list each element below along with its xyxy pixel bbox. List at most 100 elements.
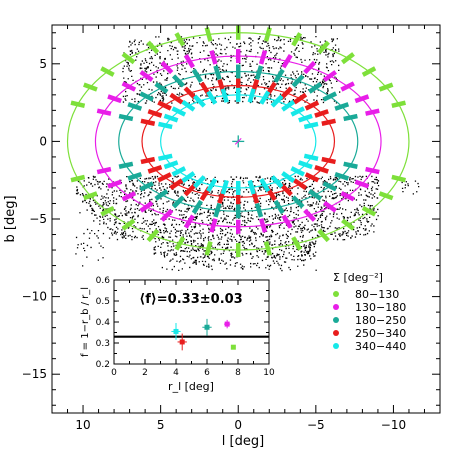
density-bar <box>378 191 394 201</box>
density-bar <box>139 70 154 82</box>
density-bar <box>213 202 222 218</box>
density-bar <box>258 218 268 233</box>
density-bar <box>70 100 86 109</box>
inset-x-tick-label: 2 <box>142 368 148 378</box>
inset-y-label: f = 1−r_b / r_l <box>80 287 91 357</box>
density-bar <box>273 199 285 215</box>
density-bar <box>334 102 350 111</box>
density-bar <box>139 91 154 102</box>
density-bar <box>209 218 218 233</box>
density-bar <box>290 106 305 117</box>
density-bar <box>169 178 184 191</box>
density-bar <box>160 60 174 75</box>
density-bar <box>163 160 179 170</box>
density-bar <box>281 99 296 112</box>
inset-y-tick-label: 0.4 <box>96 318 111 328</box>
x-tick-label: −5 <box>307 418 325 432</box>
density-bar <box>192 175 206 189</box>
density-bar <box>83 82 98 92</box>
density-bar <box>340 191 355 202</box>
density-bar <box>118 161 134 169</box>
density-bar <box>259 178 271 193</box>
inset-y-tick-label: 0.6 <box>96 276 111 286</box>
legend-swatch <box>333 330 339 336</box>
center-marker <box>232 135 245 148</box>
density-bar <box>183 86 197 100</box>
density-bar <box>160 208 174 222</box>
density-bar <box>291 195 305 209</box>
density-bar <box>361 205 377 217</box>
density-bar <box>204 27 213 42</box>
density-bar <box>258 49 268 65</box>
inset-x-tick-label: 6 <box>204 368 210 378</box>
density-bar <box>121 81 137 92</box>
density-bar <box>83 191 98 201</box>
density-bar <box>100 205 115 217</box>
inset-y-tick-label: 0.3 <box>96 339 110 349</box>
legend-label: 250−340 <box>355 327 406 340</box>
density-bar <box>321 118 336 126</box>
density-bar <box>206 178 218 193</box>
inset-point <box>179 339 185 345</box>
density-bar <box>171 106 187 117</box>
legend-label: 130−180 <box>355 301 406 314</box>
inset-point <box>224 321 230 327</box>
density-bar <box>291 32 303 47</box>
density-bar <box>169 92 184 105</box>
density-bar <box>365 108 380 116</box>
density-bar <box>314 109 329 118</box>
density-bar <box>247 179 256 195</box>
density-bar <box>139 181 154 192</box>
density-bar <box>140 156 156 165</box>
legend: Σ [deg⁻²] 80−130130−180180−250250−340340… <box>333 271 406 353</box>
legend-label: 180−250 <box>355 314 406 327</box>
density-bar <box>191 199 203 215</box>
density-bar <box>340 81 355 92</box>
density-bar <box>118 113 134 122</box>
density-bar <box>304 172 320 183</box>
density-bar <box>171 166 187 177</box>
y-tick-label: −5 <box>29 212 47 226</box>
y-tick-label: −10 <box>22 290 47 304</box>
inset-title: ⟨f⟩=0.33±0.03 <box>139 292 242 307</box>
density-bar <box>192 94 206 108</box>
density-bar <box>263 241 272 256</box>
density-bar <box>293 178 308 191</box>
density-bar <box>354 179 370 189</box>
density-bar <box>154 189 169 201</box>
density-bar <box>107 179 122 189</box>
density-bar <box>279 86 293 100</box>
density-bar <box>354 94 370 104</box>
density-bar <box>140 118 156 126</box>
density-bar <box>323 200 338 213</box>
density-bar <box>281 214 293 229</box>
density-bar <box>317 40 330 55</box>
density-bar <box>220 179 229 195</box>
x-tick-label: 5 <box>157 418 165 432</box>
density-bar <box>290 166 305 177</box>
density-bar <box>365 166 380 175</box>
density-bar <box>281 171 296 183</box>
density-bar <box>291 236 303 251</box>
density-bar <box>100 66 115 77</box>
inset-x-tick-label: 0 <box>111 368 117 378</box>
density-bar <box>270 94 284 108</box>
density-bar <box>293 92 308 105</box>
density-bar <box>298 160 313 170</box>
density-bar <box>213 65 222 80</box>
density-bar <box>391 100 406 109</box>
legend-title: Σ [deg⁻²] <box>333 271 383 284</box>
density-bar <box>183 54 195 69</box>
density-bar <box>147 109 163 118</box>
density-bar <box>304 100 320 111</box>
y-tick-label: 0 <box>39 134 47 148</box>
inset-point <box>204 324 210 330</box>
density-bar <box>303 208 317 222</box>
density-bar <box>146 228 160 243</box>
density-bar <box>139 200 154 213</box>
density-bar <box>183 214 195 229</box>
density-bar <box>127 171 143 181</box>
density-bar <box>322 181 338 192</box>
inset-plot: 0 2 4 6 8 10 0.2 0.3 0.4 0.5 0.6 ⟨f⟩=0.33±0.03 r_l… <box>80 276 275 393</box>
density-bar <box>157 100 172 111</box>
